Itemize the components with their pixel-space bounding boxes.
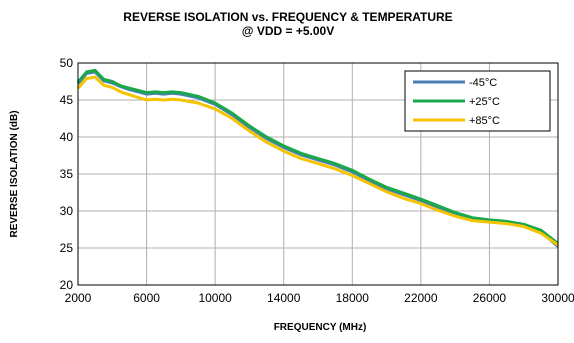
x-tick-labels: 2000 6000 10000 14000 18000 22000 26000 30000 — [65, 291, 574, 305]
x-tick-label: 2000 — [65, 291, 92, 305]
legend-label-2: +85°C — [469, 115, 500, 127]
y-tick-label: 35 — [60, 167, 74, 181]
y-tick-label: 25 — [60, 241, 74, 255]
x-axis-label: FREQUENCY (MHz) — [274, 322, 367, 333]
x-tick-label: 18000 — [336, 291, 370, 305]
series-line-2 — [76, 75, 559, 247]
series-line-1 — [76, 68, 559, 245]
y-tick-label: 20 — [60, 278, 74, 292]
chart-subtitle: @ VDD = +5.00V — [242, 24, 334, 38]
x-tick-label: 22000 — [404, 291, 438, 305]
x-tick-label: 6000 — [133, 291, 160, 305]
y-tick-labels: 20 25 30 35 40 45 50 — [60, 56, 74, 292]
x-tick-label: 10000 — [198, 291, 232, 305]
y-axis-label: REVERSE ISOLATION (dB) — [9, 110, 20, 237]
legend-label-1: +25°C — [469, 96, 500, 108]
y-tick-label: 40 — [60, 130, 74, 144]
x-tick-label: 14000 — [267, 291, 301, 305]
legend-label-0: -45°C — [469, 77, 497, 89]
y-tick-label: 30 — [60, 204, 74, 218]
x-tick-label: 26000 — [473, 291, 507, 305]
x-tick-label: 30000 — [541, 291, 574, 305]
y-tick-label: 45 — [60, 93, 74, 107]
legend: -45°C +25°C +85°C — [404, 70, 551, 132]
y-tick-label: 50 — [60, 56, 74, 70]
series-lines — [76, 68, 559, 248]
chart-title: REVERSE ISOLATION vs. FREQUENCY & TEMPER… — [123, 10, 452, 24]
plot-frame — [77, 62, 559, 286]
